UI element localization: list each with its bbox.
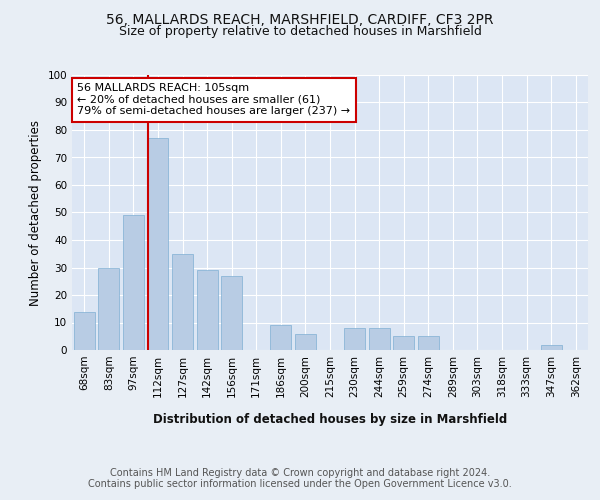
Bar bbox=[123, 215, 144, 350]
Bar bbox=[74, 312, 95, 350]
Bar bbox=[295, 334, 316, 350]
Bar bbox=[344, 328, 365, 350]
Bar bbox=[172, 254, 193, 350]
Text: 56, MALLARDS REACH, MARSHFIELD, CARDIFF, CF3 2PR: 56, MALLARDS REACH, MARSHFIELD, CARDIFF,… bbox=[106, 12, 494, 26]
Bar bbox=[393, 336, 414, 350]
Text: Distribution of detached houses by size in Marshfield: Distribution of detached houses by size … bbox=[153, 412, 507, 426]
Bar bbox=[541, 344, 562, 350]
Text: 56 MALLARDS REACH: 105sqm
← 20% of detached houses are smaller (61)
79% of semi-: 56 MALLARDS REACH: 105sqm ← 20% of detac… bbox=[77, 83, 350, 116]
Bar bbox=[98, 268, 119, 350]
Y-axis label: Number of detached properties: Number of detached properties bbox=[29, 120, 42, 306]
Text: Contains HM Land Registry data © Crown copyright and database right 2024.
Contai: Contains HM Land Registry data © Crown c… bbox=[88, 468, 512, 489]
Bar bbox=[368, 328, 389, 350]
Bar bbox=[221, 276, 242, 350]
Bar bbox=[148, 138, 169, 350]
Text: Size of property relative to detached houses in Marshfield: Size of property relative to detached ho… bbox=[119, 25, 481, 38]
Bar bbox=[271, 325, 292, 350]
Bar bbox=[197, 270, 218, 350]
Bar bbox=[418, 336, 439, 350]
